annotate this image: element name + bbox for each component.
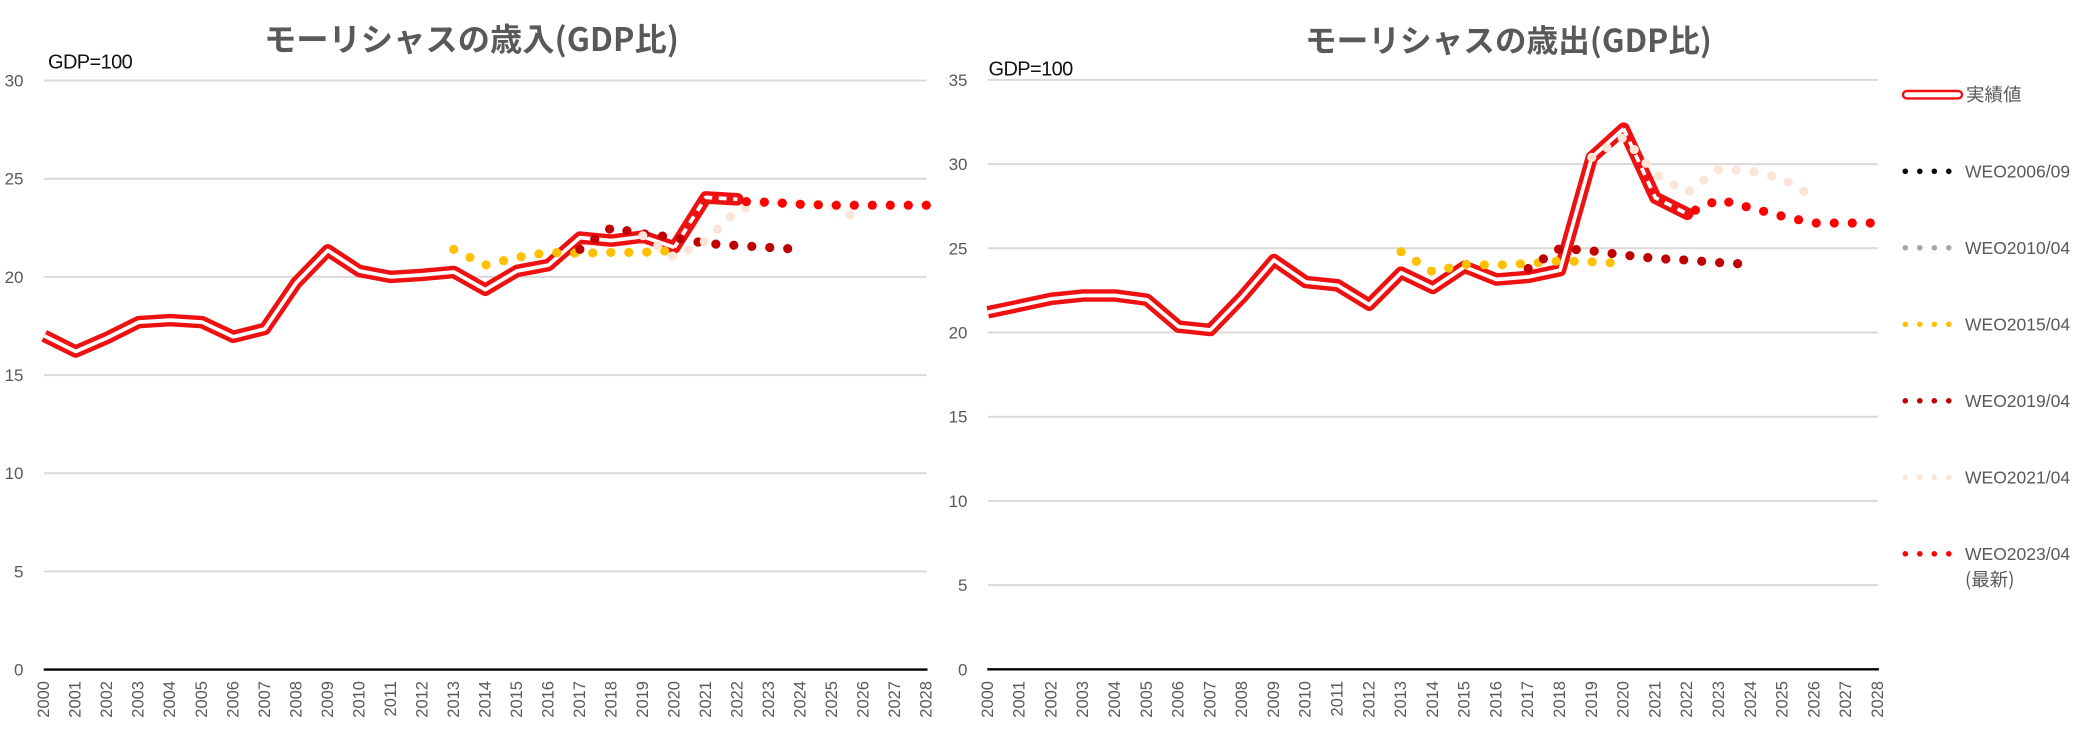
svg-text:2002: 2002 [98, 681, 116, 718]
svg-text:2011: 2011 [382, 681, 400, 716]
svg-text:2027: 2027 [1837, 681, 1855, 718]
svg-text:2015: 2015 [1456, 681, 1474, 718]
svg-text:2017: 2017 [571, 681, 589, 718]
svg-text:2017: 2017 [1519, 681, 1537, 718]
svg-text:2015: 2015 [508, 681, 526, 718]
svg-text:2007: 2007 [256, 681, 274, 718]
svg-text:WEO2021/04: WEO2021/04 [1965, 467, 2070, 487]
svg-text:GDP=100: GDP=100 [989, 59, 1074, 81]
svg-text:2026: 2026 [855, 681, 873, 718]
svg-text:30: 30 [5, 72, 24, 91]
svg-text:GDP=100: GDP=100 [48, 52, 133, 74]
svg-text:2003: 2003 [130, 681, 148, 718]
svg-text:25: 25 [5, 170, 24, 189]
svg-text:2023: 2023 [1710, 681, 1728, 718]
svg-text:2028: 2028 [918, 681, 936, 718]
svg-text:2002: 2002 [1042, 681, 1060, 718]
svg-text:WEO2010/04: WEO2010/04 [1965, 238, 2070, 258]
svg-text:5: 5 [14, 562, 23, 581]
svg-text:WEO2006/09: WEO2006/09 [1965, 161, 2070, 181]
svg-text:2018: 2018 [602, 681, 620, 718]
svg-text:2014: 2014 [1424, 681, 1442, 718]
svg-text:WEO2015/04: WEO2015/04 [1965, 314, 2070, 334]
svg-text:2003: 2003 [1074, 681, 1092, 718]
svg-text:2005: 2005 [193, 681, 211, 718]
svg-text:2016: 2016 [1487, 681, 1505, 718]
svg-text:2013: 2013 [1392, 681, 1410, 718]
svg-text:2020: 2020 [665, 681, 683, 718]
svg-text:15: 15 [949, 408, 968, 427]
svg-text:2001: 2001 [1011, 681, 1029, 718]
svg-text:2010: 2010 [1297, 681, 1315, 718]
svg-text:2025: 2025 [1774, 681, 1792, 718]
svg-text:2009: 2009 [319, 681, 337, 718]
svg-text:2013: 2013 [445, 681, 463, 718]
svg-text:0: 0 [958, 660, 967, 679]
svg-text:2025: 2025 [823, 681, 841, 718]
svg-text:2023: 2023 [760, 681, 778, 718]
svg-text:2008: 2008 [287, 681, 305, 718]
svg-text:2009: 2009 [1265, 681, 1283, 718]
svg-text:2001: 2001 [67, 681, 85, 718]
svg-text:10: 10 [5, 464, 24, 483]
svg-text:2007: 2007 [1201, 681, 1219, 718]
svg-text:2012: 2012 [1360, 681, 1378, 718]
svg-text:5: 5 [958, 576, 967, 595]
svg-text:25: 25 [949, 239, 968, 258]
svg-text:2000: 2000 [979, 681, 997, 718]
svg-text:2019: 2019 [1583, 681, 1601, 718]
svg-text:2008: 2008 [1233, 681, 1251, 718]
svg-text:2020: 2020 [1615, 681, 1633, 718]
svg-text:2012: 2012 [413, 681, 431, 718]
svg-text:10: 10 [949, 492, 968, 511]
svg-text:0: 0 [14, 661, 23, 680]
svg-text:2010: 2010 [350, 681, 368, 718]
svg-text:WEO2019/04: WEO2019/04 [1965, 391, 2070, 411]
svg-text:20: 20 [5, 268, 24, 287]
svg-text:15: 15 [5, 366, 24, 385]
svg-text:2022: 2022 [728, 681, 746, 718]
svg-text:2006: 2006 [1170, 681, 1188, 718]
svg-text:2014: 2014 [476, 681, 494, 718]
svg-text:2004: 2004 [161, 681, 179, 718]
svg-text:2021: 2021 [1646, 681, 1664, 718]
svg-text:2024: 2024 [1742, 681, 1760, 718]
svg-text:2000: 2000 [35, 681, 53, 718]
svg-text:2018: 2018 [1551, 681, 1569, 718]
svg-text:2016: 2016 [539, 681, 557, 718]
svg-text:2005: 2005 [1138, 681, 1156, 718]
svg-text:2011: 2011 [1329, 681, 1347, 716]
svg-text:2024: 2024 [791, 681, 809, 718]
svg-text:2021: 2021 [697, 681, 715, 718]
svg-text:2026: 2026 [1805, 681, 1823, 718]
svg-text:30: 30 [949, 155, 968, 174]
svg-text:35: 35 [949, 71, 968, 90]
svg-text:20: 20 [949, 324, 968, 343]
svg-text:2022: 2022 [1678, 681, 1696, 718]
svg-text:WEO2023/04: WEO2023/04 [1965, 544, 2070, 564]
svg-text:2004: 2004 [1106, 681, 1124, 718]
svg-text:2028: 2028 [1869, 681, 1887, 718]
svg-text:2006: 2006 [224, 681, 242, 718]
svg-text:2027: 2027 [886, 681, 904, 718]
svg-text:2019: 2019 [634, 681, 652, 718]
